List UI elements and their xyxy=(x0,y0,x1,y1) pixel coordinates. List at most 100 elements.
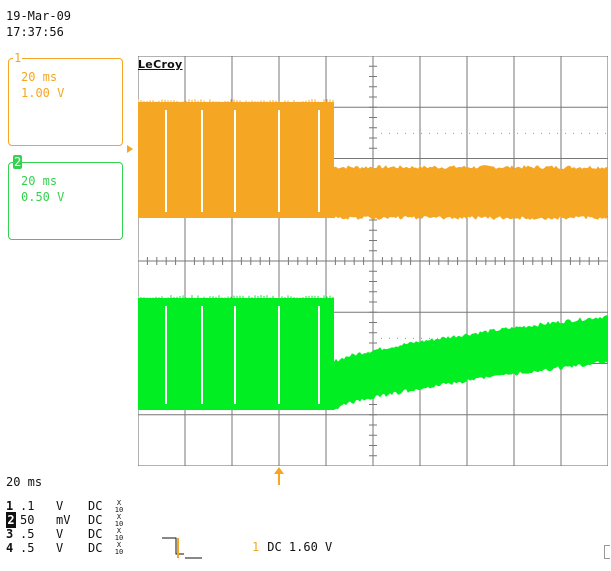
grid-dot xyxy=(461,132,462,134)
grid-dot xyxy=(605,337,606,339)
grid-dot xyxy=(413,337,414,339)
grid-dot xyxy=(581,132,582,134)
trace-gap xyxy=(165,110,167,212)
grid-dot xyxy=(437,337,438,339)
channel-row-1[interactable]: 1 .1 V DC X 10 xyxy=(6,498,124,514)
trigger-level-readout: 1 DC 1.60 V xyxy=(252,539,332,555)
trigger-edge-icon xyxy=(162,537,202,559)
grid-dot xyxy=(429,132,430,134)
trace-gap xyxy=(278,306,280,404)
trace-gap xyxy=(201,306,203,404)
grid-dot xyxy=(589,132,590,134)
grid-dot xyxy=(477,132,478,134)
channel-volts: .1 xyxy=(20,499,35,513)
channel-volts: .5 xyxy=(20,541,35,555)
grid-dot xyxy=(557,132,558,134)
channel-coupling: DC xyxy=(88,541,103,555)
channel-coupling: DC xyxy=(88,513,103,527)
trigger-coupling: DC xyxy=(267,540,282,554)
channel-number: 2 xyxy=(6,512,16,528)
channel1-tab[interactable]: 1 20 ms 1.00 V xyxy=(8,51,123,146)
channel-number: 1 xyxy=(6,499,14,513)
channel-row-3[interactable]: 3 .5 V DC X 10 xyxy=(6,526,124,542)
grid-dot xyxy=(485,132,486,134)
grid-dot xyxy=(397,132,398,134)
trigger-level: 1.60 V xyxy=(288,540,333,554)
grid-dot xyxy=(509,132,510,134)
channel2-tab[interactable]: 2 20 ms 0.50 V xyxy=(8,155,123,240)
grid-dot xyxy=(485,337,486,339)
trace-noise xyxy=(334,315,608,411)
grid-dot xyxy=(421,337,422,339)
grid-dot xyxy=(405,337,406,339)
trace-noise xyxy=(334,165,608,220)
grid-dot xyxy=(501,337,502,339)
channel-number: 3 xyxy=(6,527,14,541)
grid-dot xyxy=(565,337,566,339)
channel2-trace xyxy=(138,295,608,411)
channel-row-2[interactable]: 2 50 mV DC X 10 xyxy=(6,512,124,528)
channel-unit: V xyxy=(56,541,64,555)
grid-dot xyxy=(541,132,542,134)
grid-dot xyxy=(461,337,462,339)
grid-dot xyxy=(453,337,454,339)
grid-dot xyxy=(389,132,390,134)
channel1-tab-number: 1 xyxy=(13,51,23,65)
grid-dot xyxy=(453,132,454,134)
trace-gap xyxy=(318,306,320,404)
grid-dot xyxy=(429,337,430,339)
probe-ratio: X 10 xyxy=(114,526,124,542)
trigger-position-arrow xyxy=(274,467,284,485)
trace-gap xyxy=(234,110,236,212)
channel-number: 4 xyxy=(6,541,14,555)
grid-dot xyxy=(525,132,526,134)
grid-dot xyxy=(549,132,550,134)
trace-gap xyxy=(165,306,167,404)
grid-dot xyxy=(445,132,446,134)
grid-dot xyxy=(421,132,422,134)
channel-volts: .5 xyxy=(20,527,35,541)
grid-dot xyxy=(509,337,510,339)
grid-dot xyxy=(597,337,598,339)
grid-dot xyxy=(405,132,406,134)
trigger-channel: 1 xyxy=(252,540,260,554)
channel-unit: V xyxy=(56,527,64,541)
trigger-level-marker[interactable] xyxy=(127,145,133,153)
probe-ratio: X 10 xyxy=(114,540,124,556)
grid-dot xyxy=(573,132,574,134)
channel-unit: V xyxy=(56,499,64,513)
trace-gap xyxy=(318,110,320,212)
grid-dot xyxy=(589,337,590,339)
channel-row-4[interactable]: 4 .5 V DC X 10 xyxy=(6,540,124,556)
channel1-volts-div: 1.00 V xyxy=(21,86,65,100)
grid-dot xyxy=(413,132,414,134)
grid-dot xyxy=(381,337,382,339)
channel-coupling: DC xyxy=(88,527,103,541)
grid-dot xyxy=(605,132,606,134)
grid-dot xyxy=(469,132,470,134)
channel-unit: mV xyxy=(56,513,71,527)
time-text: 17:37:56 xyxy=(6,25,64,39)
grid-dot xyxy=(397,337,398,339)
channel1-time-div: 20 ms xyxy=(21,70,58,84)
grid-dot xyxy=(445,337,446,339)
grid-dot xyxy=(389,337,390,339)
grid-dot xyxy=(517,337,518,339)
grid-dot xyxy=(501,132,502,134)
grid-dot xyxy=(541,337,542,339)
trace-gap xyxy=(234,306,236,404)
lecroy-logo: LeCroy xyxy=(138,58,183,71)
grid-dot xyxy=(533,132,534,134)
grid-ticks xyxy=(138,56,608,466)
trace-gap xyxy=(278,110,280,212)
grid-dot xyxy=(381,132,382,134)
edge-bracket xyxy=(604,545,610,559)
oscilloscope-display[interactable] xyxy=(138,56,608,466)
grid-dot xyxy=(549,337,550,339)
grid-dot xyxy=(573,337,574,339)
grid-dot xyxy=(597,132,598,134)
grid-dot xyxy=(493,132,494,134)
grid-dot xyxy=(581,337,582,339)
grid-dot xyxy=(525,337,526,339)
channel1-tab-text: 20 ms 1.00 V xyxy=(21,69,64,101)
